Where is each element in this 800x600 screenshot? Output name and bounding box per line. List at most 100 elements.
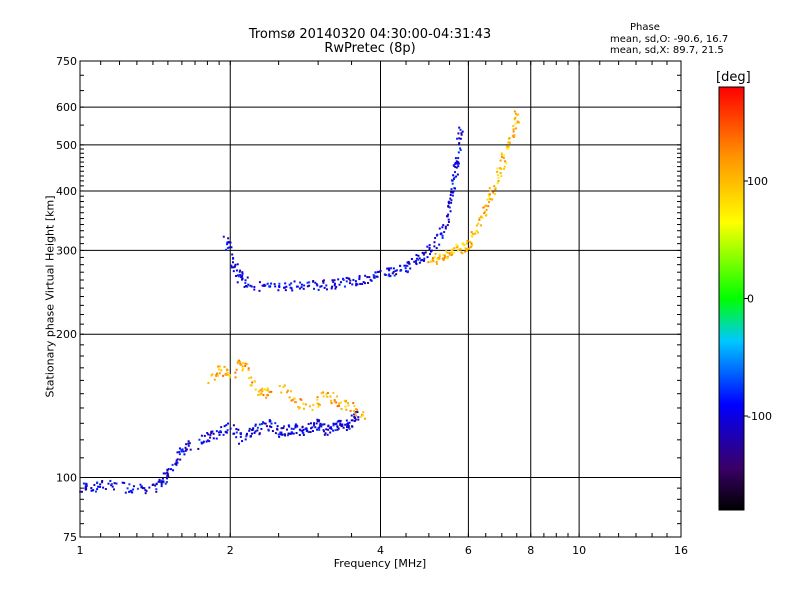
data-point xyxy=(500,152,503,155)
y-tick-label: 75 xyxy=(63,531,77,544)
data-point xyxy=(130,489,133,492)
data-point xyxy=(392,267,395,270)
phase-stats-x: mean, sd,X: 89.7, 21.5 xyxy=(610,45,724,56)
data-point xyxy=(250,285,253,288)
data-point xyxy=(450,191,453,194)
data-point xyxy=(506,145,509,148)
data-point xyxy=(352,402,355,405)
y-tick-label: 750 xyxy=(56,55,77,68)
data-point xyxy=(505,147,508,150)
data-point xyxy=(430,250,433,253)
data-point xyxy=(320,425,323,428)
data-point xyxy=(395,273,398,276)
data-point xyxy=(331,279,334,282)
data-point xyxy=(339,419,342,422)
data-point xyxy=(457,165,460,168)
data-point xyxy=(450,201,453,204)
data-point xyxy=(364,274,367,277)
data-point xyxy=(276,425,279,428)
data-point xyxy=(96,488,99,491)
x-tick-label: 4 xyxy=(377,544,384,557)
data-point xyxy=(514,127,517,130)
data-point xyxy=(443,254,446,257)
data-point xyxy=(296,425,299,428)
data-point xyxy=(289,390,292,393)
data-point xyxy=(247,283,250,286)
data-point xyxy=(333,400,336,403)
data-point xyxy=(206,439,209,442)
data-point xyxy=(329,395,332,398)
data-point xyxy=(478,218,481,221)
data-point xyxy=(157,480,160,483)
x-tick-label: 8 xyxy=(527,544,534,557)
data-point xyxy=(443,231,446,234)
data-point xyxy=(259,393,262,396)
data-point xyxy=(326,391,329,394)
data-point xyxy=(470,245,473,248)
data-point xyxy=(185,443,188,446)
data-point xyxy=(314,426,317,429)
data-point xyxy=(280,433,283,436)
data-point xyxy=(394,269,397,272)
data-point xyxy=(433,245,436,248)
data-point xyxy=(372,274,375,277)
data-point xyxy=(200,441,203,444)
data-point xyxy=(240,276,243,279)
data-point xyxy=(415,254,418,257)
data-point xyxy=(446,255,449,258)
data-point xyxy=(325,393,328,396)
data-point xyxy=(160,485,163,488)
data-point xyxy=(390,267,393,270)
data-point xyxy=(320,392,323,395)
data-point xyxy=(338,283,341,286)
data-point xyxy=(444,227,447,230)
data-point xyxy=(464,247,467,250)
data-point xyxy=(154,484,157,487)
data-point xyxy=(246,276,249,279)
data-point xyxy=(291,289,294,292)
y-tick-label: 200 xyxy=(56,328,77,341)
data-point xyxy=(345,429,348,432)
data-point xyxy=(236,281,239,284)
data-point xyxy=(475,229,478,232)
data-point xyxy=(209,433,212,436)
data-point xyxy=(306,281,309,284)
data-point xyxy=(334,423,337,426)
data-point xyxy=(189,448,192,451)
data-point xyxy=(124,491,127,494)
data-point xyxy=(502,154,505,157)
data-point xyxy=(263,284,266,287)
data-point xyxy=(288,425,291,428)
data-point xyxy=(488,201,491,204)
data-point xyxy=(312,287,315,290)
data-point xyxy=(85,485,88,488)
data-point xyxy=(225,424,228,427)
data-point xyxy=(454,157,457,160)
data-point xyxy=(312,280,315,283)
data-point xyxy=(426,245,429,248)
data-point xyxy=(493,185,496,188)
data-point xyxy=(514,112,517,115)
data-point xyxy=(367,281,370,284)
data-point xyxy=(470,231,473,234)
data-point xyxy=(429,253,432,256)
data-point xyxy=(409,267,412,270)
data-point xyxy=(140,485,143,488)
data-point xyxy=(494,193,497,196)
data-point xyxy=(505,161,508,164)
data-point xyxy=(374,271,377,274)
data-point xyxy=(345,276,348,279)
data-point xyxy=(277,289,280,292)
data-point xyxy=(225,248,228,251)
data-point xyxy=(261,421,264,424)
data-point xyxy=(447,218,450,221)
data-point xyxy=(440,232,443,235)
data-point xyxy=(433,241,436,244)
data-point xyxy=(299,281,302,284)
data-point xyxy=(455,175,458,178)
data-point xyxy=(292,428,295,431)
data-point xyxy=(500,175,503,178)
data-point xyxy=(487,205,490,208)
data-point xyxy=(463,244,466,247)
data-point xyxy=(500,155,503,158)
